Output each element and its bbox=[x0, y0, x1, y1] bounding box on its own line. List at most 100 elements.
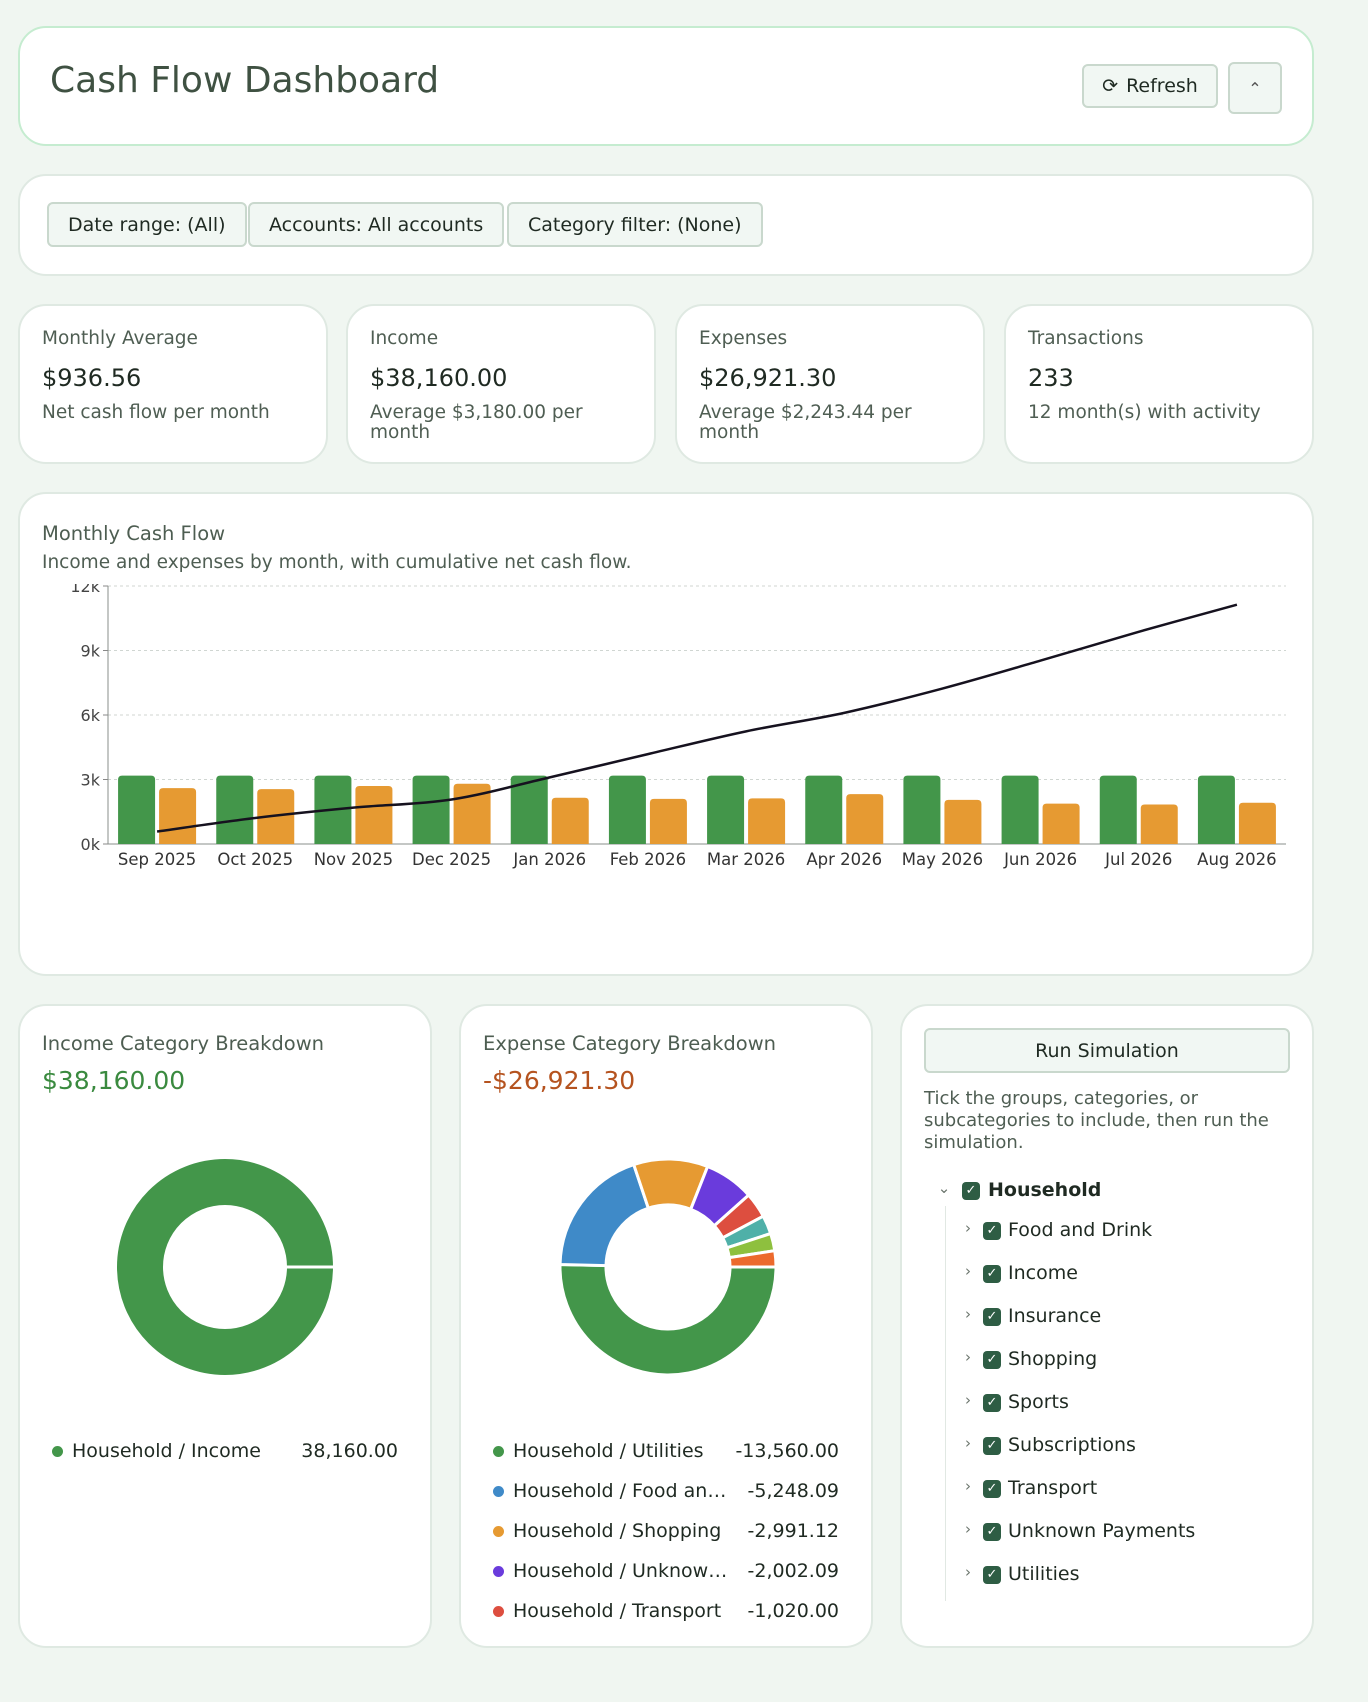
checkbox-checked-icon[interactable]: ✓ bbox=[983, 1437, 1001, 1455]
income-bar[interactable] bbox=[216, 775, 254, 844]
income-bar[interactable] bbox=[707, 775, 745, 844]
expense-bar[interactable] bbox=[649, 798, 687, 844]
legend-item[interactable]: Household / Shopping -2,991.12 bbox=[493, 1517, 839, 1547]
chevron-right-icon[interactable]: › bbox=[965, 1219, 971, 1237]
donut-slice[interactable] bbox=[117, 1159, 333, 1375]
expense-bar[interactable] bbox=[944, 799, 982, 844]
tree-item[interactable]: › ✓ Shopping bbox=[960, 1345, 1280, 1375]
legend-item[interactable]: Household / Income 38,160.00 bbox=[52, 1437, 398, 1467]
tree-item[interactable]: › ✓ Utilities bbox=[960, 1560, 1280, 1590]
expense-bar[interactable] bbox=[355, 785, 393, 844]
collapse-button[interactable]: ⌃ bbox=[1228, 62, 1282, 114]
legend-item[interactable]: Household / Unknown ... -2,002.09 bbox=[493, 1557, 839, 1587]
page-title: Cash Flow Dashboard bbox=[50, 60, 440, 101]
chart-subtitle: Income and expenses by month, with cumul… bbox=[42, 552, 632, 573]
legend-swatch bbox=[52, 1446, 63, 1457]
tree-item[interactable]: › ✓ Insurance bbox=[960, 1302, 1280, 1332]
tree-item-label: Income bbox=[1008, 1262, 1078, 1284]
legend-label: Household / Transport bbox=[513, 1600, 722, 1622]
legend-label: Household / Unknown ... bbox=[513, 1560, 738, 1582]
tree-item[interactable]: › ✓ Transport bbox=[960, 1474, 1280, 1504]
chevron-right-icon[interactable]: › bbox=[965, 1477, 971, 1495]
checkbox-checked-icon[interactable]: ✓ bbox=[983, 1523, 1001, 1541]
income-bar[interactable] bbox=[903, 775, 941, 844]
tree-item[interactable]: › ✓ Unknown Payments bbox=[960, 1517, 1280, 1547]
checkbox-checked-icon[interactable]: ✓ bbox=[983, 1222, 1001, 1240]
legend-swatch bbox=[493, 1446, 504, 1457]
legend-item[interactable]: Household / Utilities -13,560.00 bbox=[493, 1437, 839, 1467]
cashflow-chart-card: Monthly Cash Flow Income and expenses by… bbox=[18, 492, 1314, 976]
expense-bar[interactable] bbox=[846, 794, 884, 844]
stat-card-monthly-average: Monthly Average $936.56 Net cash flow pe… bbox=[18, 304, 328, 464]
checkbox-checked-icon[interactable]: ✓ bbox=[983, 1308, 1001, 1326]
tree-item[interactable]: › ✓ Subscriptions bbox=[960, 1431, 1280, 1461]
tree-group-household[interactable]: ⌄ ✓ Household bbox=[936, 1176, 1276, 1206]
chevron-right-icon[interactable]: › bbox=[965, 1520, 971, 1538]
stat-card-income: Income $38,160.00 Average $3,180.00 per … bbox=[346, 304, 656, 464]
run-simulation-button[interactable]: Run Simulation bbox=[924, 1028, 1290, 1073]
chevron-down-icon[interactable]: ⌄ bbox=[937, 1179, 951, 1197]
legend-label: Household / Utilities bbox=[513, 1440, 704, 1462]
expense-bar[interactable] bbox=[1238, 802, 1276, 844]
checkbox-checked-icon[interactable]: ✓ bbox=[962, 1182, 980, 1200]
x-tick-label: Jul 2026 bbox=[1104, 850, 1172, 869]
chevron-right-icon[interactable]: › bbox=[965, 1434, 971, 1452]
legend-value: 38,160.00 bbox=[301, 1440, 398, 1462]
category-filter[interactable]: Category filter: (None) bbox=[507, 202, 763, 247]
filter-card: Date range: (All) Accounts: All accounts… bbox=[18, 174, 1314, 276]
donut-slice[interactable] bbox=[727, 1248, 778, 1269]
expense-bar[interactable] bbox=[1042, 803, 1080, 844]
expense-bar[interactable] bbox=[159, 788, 197, 844]
x-tick-label: May 2026 bbox=[902, 850, 983, 869]
checkbox-checked-icon[interactable]: ✓ bbox=[983, 1265, 1001, 1283]
legend-item[interactable]: Household / Food and ... -5,248.09 bbox=[493, 1477, 839, 1507]
tree-group-label: Household bbox=[988, 1179, 1102, 1201]
tree-item[interactable]: › ✓ Food and Drink bbox=[960, 1216, 1280, 1246]
cumulative-net-line bbox=[156, 603, 1238, 833]
income-breakdown-title: Income Category Breakdown bbox=[42, 1032, 325, 1055]
accounts-filter[interactable]: Accounts: All accounts bbox=[248, 202, 505, 247]
checkbox-checked-icon[interactable]: ✓ bbox=[983, 1351, 1001, 1369]
income-bar[interactable] bbox=[510, 775, 548, 844]
simulation-card: Run Simulation Tick the groups, categori… bbox=[900, 1004, 1314, 1648]
chevron-right-icon[interactable]: › bbox=[965, 1348, 971, 1366]
income-bar[interactable] bbox=[1099, 775, 1137, 844]
stat-label: Transactions bbox=[1028, 328, 1144, 349]
income-bar[interactable] bbox=[118, 775, 156, 844]
legend-label: Household / Shopping bbox=[513, 1520, 722, 1542]
chevron-right-icon[interactable]: › bbox=[965, 1262, 971, 1280]
chevron-right-icon[interactable]: › bbox=[965, 1305, 971, 1323]
x-tick-label: Feb 2026 bbox=[610, 850, 686, 869]
tree-item[interactable]: › ✓ Income bbox=[960, 1259, 1280, 1289]
y-tick-label: 6k bbox=[81, 706, 101, 725]
income-bar[interactable] bbox=[412, 775, 450, 844]
checkbox-checked-icon[interactable]: ✓ bbox=[983, 1480, 1001, 1498]
stat-label: Income bbox=[370, 328, 439, 349]
x-tick-label: Nov 2025 bbox=[314, 850, 393, 869]
legend-item[interactable]: Household / Transport -1,020.00 bbox=[493, 1597, 839, 1627]
expense-bar[interactable] bbox=[453, 783, 491, 844]
income-bar[interactable] bbox=[1197, 775, 1235, 844]
stat-card-transactions: Transactions 233 12 month(s) with activi… bbox=[1004, 304, 1314, 464]
expense-bar[interactable] bbox=[748, 798, 786, 844]
expense-bar[interactable] bbox=[551, 797, 589, 844]
refresh-button[interactable]: ⟳ Refresh bbox=[1082, 64, 1218, 108]
legend-value: -2,991.12 bbox=[747, 1520, 839, 1542]
stat-value: $38,160.00 bbox=[370, 364, 508, 392]
legend-swatch bbox=[493, 1606, 504, 1617]
chevron-right-icon[interactable]: › bbox=[965, 1391, 971, 1409]
donut-slice[interactable] bbox=[558, 1162, 651, 1268]
chevron-right-icon[interactable]: › bbox=[965, 1563, 971, 1581]
tree-item[interactable]: › ✓ Sports bbox=[960, 1388, 1280, 1418]
date-range-filter[interactable]: Date range: (All) bbox=[47, 202, 247, 247]
checkbox-checked-icon[interactable]: ✓ bbox=[983, 1566, 1001, 1584]
donut-slice[interactable] bbox=[558, 1262, 778, 1377]
y-tick-label: 9k bbox=[81, 642, 101, 661]
expense-bar[interactable] bbox=[1140, 804, 1178, 844]
income-bar[interactable] bbox=[1001, 775, 1039, 844]
income-bar[interactable] bbox=[608, 775, 646, 844]
checkbox-checked-icon[interactable]: ✓ bbox=[983, 1394, 1001, 1412]
x-tick-label: Aug 2026 bbox=[1197, 850, 1276, 869]
income-bar[interactable] bbox=[805, 775, 843, 844]
stat-value: $936.56 bbox=[42, 364, 142, 392]
